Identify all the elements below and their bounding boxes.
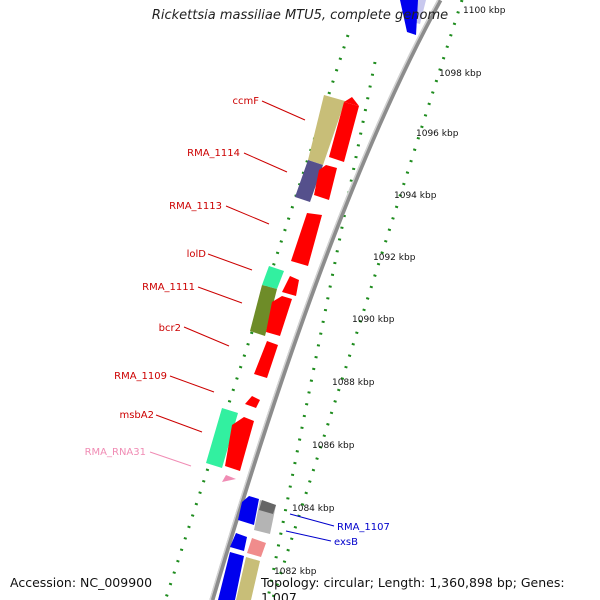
cog-block (236, 557, 260, 600)
ccmF-cog-block (308, 95, 345, 165)
gene-label-ccmF: ccmF (233, 96, 260, 107)
cds-forward-strand (218, 0, 418, 600)
lolD-cog-block (262, 266, 284, 289)
kbp-label: 1100 kbp (463, 6, 506, 16)
kbp-label: 1098 kbp (439, 69, 482, 79)
genome-info-label: Topology: circular; Length: 1,360,898 bp… (261, 575, 565, 600)
outer-dotted-ring (164, 34, 350, 599)
RMA_1111-cds-arrow (266, 296, 292, 336)
cds-arrow (400, 0, 418, 35)
cds-arrow-head (344, 97, 359, 106)
leader-line (155, 414, 203, 433)
kbp-label: 1090 kbp (352, 315, 395, 325)
leader-line (261, 100, 306, 121)
gene-label-RMA_1114: RMA_1114 (187, 148, 240, 159)
cog-block (247, 538, 266, 557)
gene-label-bcr2: bcr2 (159, 323, 181, 334)
leader-line (183, 326, 230, 347)
leader-line (243, 152, 288, 173)
cog-feature-blocks (206, 0, 426, 600)
kbp-axis-labels: 1100 kbp 1098 kbp 1096 kbp 1094 kbp 1092… (274, 6, 506, 577)
gene-label-exsB: exsB (334, 537, 358, 548)
gene-label-msbA2: msbA2 (119, 410, 154, 421)
map-title: Rickettsia massiliae MTU5, complete geno… (151, 8, 449, 23)
leader-line (207, 253, 253, 271)
accession-label: Accession: NC_009900 (10, 575, 153, 590)
exsB-cds-arrow (230, 533, 247, 551)
gene-label-RMA_RNA31: RMA_RNA31 (85, 447, 146, 458)
leader-line (289, 513, 335, 527)
gene-label-RMA_1113: RMA_1113 (169, 201, 222, 212)
genome-backbone-highlight (209, 0, 439, 600)
inner-dotted-ring (271, 0, 464, 599)
leader-line (169, 375, 215, 393)
lolD-cds-arrow (282, 276, 299, 296)
RMA_1107-cds-arrow (238, 496, 259, 525)
gene-label-RMA_1107: RMA_1107 (337, 522, 390, 533)
kbp-label: 1094 kbp (394, 191, 437, 201)
gene-label-lolD: lolD (187, 249, 207, 260)
gene-labels: ccmF RMA_1114 RMA_1113 lolD RMA_1111 bcr… (85, 96, 390, 548)
leader-line (225, 205, 270, 225)
RMA_1109-cds-arrow (245, 396, 260, 408)
kbp-label: 1082 kbp (274, 567, 317, 577)
RMA_RNA31-rna-feature (222, 475, 236, 482)
RMA_1113-cds-arrow (291, 213, 322, 266)
leader-line (149, 451, 192, 467)
leader-line (197, 286, 243, 304)
cds-arrow (218, 552, 244, 600)
msbA2-cog-block (206, 408, 238, 468)
kbp-label: 1092 kbp (373, 253, 416, 263)
kbp-label: 1084 kbp (292, 504, 335, 514)
kbp-label: 1088 kbp (332, 378, 375, 388)
cog-block (259, 500, 276, 514)
cds-reverse-strand (225, 97, 359, 471)
genome-backbone (209, 0, 443, 600)
bcr2-cds-arrow (254, 341, 278, 378)
ccmF-cds-arrow (329, 102, 359, 162)
RMA_1114-cds-arrow (314, 165, 337, 200)
gene-label-RMA_1109: RMA_1109 (114, 371, 167, 382)
gene-label-RMA_1111: RMA_1111 (142, 282, 195, 293)
msbA2-cds-arrow (225, 417, 254, 471)
label-leader-lines (149, 100, 335, 542)
kbp-label: 1096 kbp (416, 129, 459, 139)
RMA_1111-cog-block (250, 285, 277, 336)
kbp-label: 1086 kbp (312, 441, 355, 451)
RMA_1114-cog-block (295, 160, 323, 202)
leader-line (285, 530, 332, 542)
